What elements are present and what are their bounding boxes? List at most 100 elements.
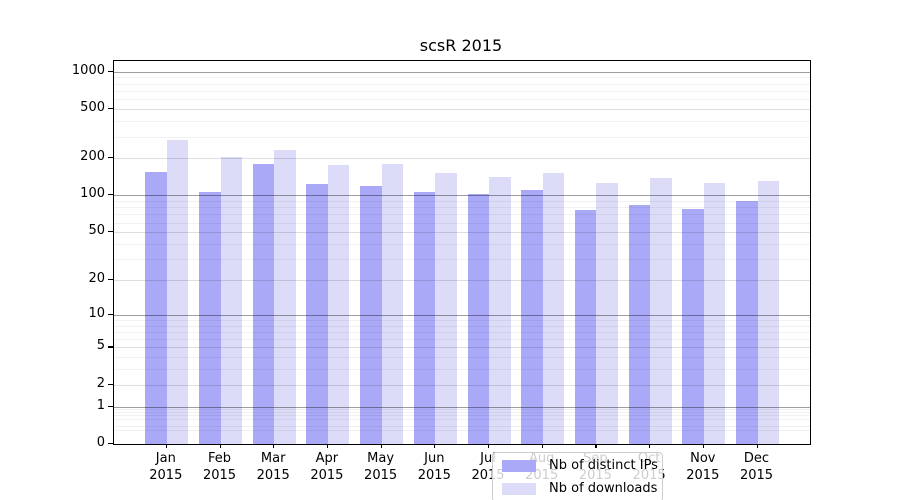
x-tick-label-jan: Jan 2015	[149, 451, 183, 483]
gridline-0.9	[114, 409, 810, 411]
gridline-600	[114, 99, 810, 101]
x-tick-feb	[219, 444, 221, 448]
y-tick-100	[108, 194, 113, 196]
bar-distinct-ips-apr	[306, 183, 328, 444]
bar-distinct-ips-dec	[736, 200, 758, 444]
plot-area	[114, 61, 810, 444]
gridline-0.7	[114, 415, 810, 417]
bar-distinct-ips-jan	[145, 171, 167, 444]
gridline-900	[114, 77, 810, 79]
bar-downloads-oct	[650, 178, 672, 444]
bar-distinct-ips-aug	[521, 190, 543, 444]
legend-row-distinct-ips: Nb of distinct IPs	[493, 455, 662, 476]
legend-row-downloads: Nb of downloads	[493, 478, 662, 499]
gridline-60	[114, 222, 810, 224]
x-tick-oct	[649, 444, 651, 448]
y-tick-label-2: 2	[96, 375, 105, 391]
gridline-5	[114, 347, 810, 349]
x-tick-label-dec: Dec 2015	[739, 451, 774, 483]
x-tick-label-apr: Apr 2015	[310, 451, 344, 483]
x-tick-sep	[595, 444, 597, 448]
y-tick-label-50: 50	[88, 223, 105, 239]
y-tick-1	[108, 405, 113, 407]
gridline-0.4	[114, 425, 810, 427]
bar-downloads-nov	[703, 183, 726, 444]
x-tick-label-may: May 2015	[364, 451, 398, 483]
legend-label-downloads: Nb of downloads	[549, 481, 658, 496]
gridline-700	[114, 90, 810, 92]
gridline-20	[114, 279, 810, 281]
bar-downloads-feb	[220, 157, 242, 444]
gridline-0.3	[114, 429, 810, 431]
x-tick-nov	[702, 444, 704, 448]
gridline-6	[114, 339, 810, 341]
x-tick-jun	[434, 444, 436, 448]
y-tick-20	[108, 278, 113, 281]
y-tick-200	[108, 157, 113, 159]
y-tick-label-500: 500	[80, 100, 105, 115]
gridline-80	[114, 207, 810, 209]
x-tick-mar	[273, 444, 275, 448]
legend-label-distinct-ips: Nb of distinct IPs	[549, 458, 658, 473]
x-tick-aug	[541, 444, 543, 448]
gridline-30	[114, 259, 810, 260]
y-tick-10	[108, 313, 113, 315]
y-tick-1000	[108, 70, 113, 72]
bar-downloads-aug	[542, 173, 565, 444]
x-tick-jan	[165, 444, 167, 448]
gridline-90	[114, 200, 810, 202]
legend-swatch-downloads	[502, 482, 536, 495]
plot-box: Nb of distinct IPs Nb of downloads	[113, 60, 811, 500]
bar-downloads-jan	[166, 139, 189, 444]
bar-distinct-ips-may	[360, 185, 382, 444]
bar-downloads-sep	[596, 183, 618, 444]
y-tick-label-100: 100	[80, 186, 105, 202]
gridline-7	[114, 331, 810, 333]
x-tick-may	[380, 444, 382, 448]
gridline-0.6	[114, 418, 810, 420]
legend-swatch-distinct-ips	[502, 459, 536, 472]
x-tick-apr	[326, 444, 329, 448]
y-tick-0	[108, 443, 113, 445]
bar-distinct-ips-nov	[682, 209, 704, 444]
y-tick-label-200: 200	[80, 149, 105, 165]
gridline-4	[114, 357, 810, 359]
gridline-1	[114, 406, 810, 408]
gridline-2	[114, 384, 810, 386]
bar-distinct-ips-mar	[252, 163, 275, 444]
bar-distinct-ips-jun	[413, 192, 436, 444]
y-tick-label-1000: 1000	[71, 62, 105, 78]
bar-downloads-dec	[757, 181, 779, 444]
y-tick-label-5: 5	[96, 338, 105, 354]
gridline-800	[114, 83, 810, 85]
x-tick-dec	[756, 444, 758, 448]
bar-downloads-mar	[274, 150, 296, 444]
bar-distinct-ips-sep	[574, 209, 597, 444]
bar-downloads-jun	[435, 172, 457, 444]
x-tick-label-mar: Mar 2015	[256, 451, 290, 483]
y-tick-5	[108, 346, 113, 348]
y-tick-label-10: 10	[88, 305, 105, 321]
gridline-500	[114, 109, 810, 110]
y-tick-500	[108, 108, 113, 110]
y-tick-label-0: 0	[96, 435, 105, 450]
gridline-100	[114, 195, 810, 197]
bar-downloads-may	[381, 163, 404, 444]
gridline-1000	[114, 71, 810, 73]
y-tick-50	[108, 231, 113, 233]
chart-title: scsR 2015	[419, 36, 503, 55]
bar-distinct-ips-oct	[628, 204, 651, 444]
x-tick-label-jun: Jun 2015	[417, 451, 451, 483]
gridline-40	[114, 243, 810, 245]
y-tick-2	[108, 383, 113, 385]
gridline-9	[114, 319, 810, 321]
gridline-50	[114, 232, 810, 234]
legend: Nb of distinct IPs Nb of downloads	[492, 452, 663, 500]
x-tick-jul	[488, 444, 490, 448]
x-tick-label-nov: Nov 2015	[686, 451, 720, 483]
gridline-8	[114, 325, 810, 327]
y-tick-label-20: 20	[88, 270, 105, 286]
bar-downloads-jul	[489, 176, 511, 444]
gridline-0.8	[114, 412, 810, 414]
